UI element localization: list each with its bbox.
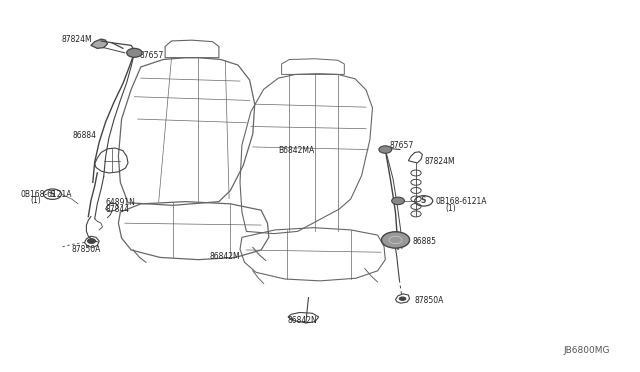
Text: 87824M: 87824M: [425, 157, 456, 166]
Text: 87824M: 87824M: [61, 35, 92, 44]
Text: (1): (1): [31, 196, 42, 205]
Text: S: S: [421, 196, 426, 205]
Polygon shape: [91, 39, 108, 48]
Text: 64891N: 64891N: [106, 198, 136, 207]
Text: 87844: 87844: [106, 205, 130, 214]
Text: JB6800MG: JB6800MG: [563, 346, 610, 355]
Text: 86884: 86884: [73, 131, 97, 140]
Circle shape: [88, 239, 95, 243]
Circle shape: [399, 296, 406, 301]
Text: B6842MA: B6842MA: [278, 146, 314, 155]
Text: 0B168-6121A: 0B168-6121A: [435, 197, 486, 206]
Text: 87657: 87657: [389, 141, 413, 150]
Circle shape: [379, 146, 392, 153]
Text: 87657: 87657: [140, 51, 164, 60]
Text: 87850A: 87850A: [415, 296, 444, 305]
Text: 86842N: 86842N: [288, 316, 317, 325]
Text: (1): (1): [445, 204, 456, 213]
Circle shape: [127, 48, 142, 57]
Text: 86842M: 86842M: [210, 252, 241, 261]
Text: 87850A: 87850A: [72, 246, 101, 254]
Circle shape: [381, 232, 410, 248]
Text: 86885: 86885: [413, 237, 437, 246]
Text: 0B168-6121A: 0B168-6121A: [20, 190, 72, 199]
Text: S: S: [50, 190, 55, 199]
Circle shape: [392, 197, 404, 205]
